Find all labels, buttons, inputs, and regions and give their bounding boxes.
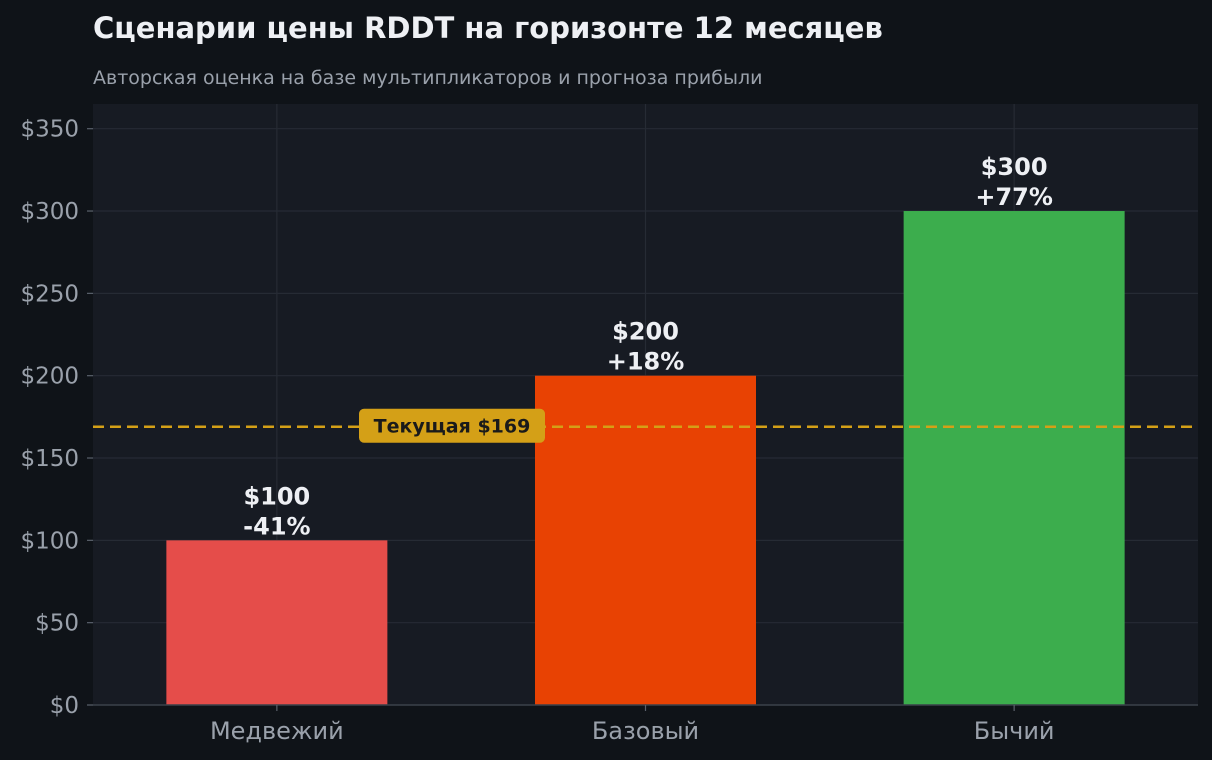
bar-change-label: -41%	[243, 512, 310, 540]
bars	[166, 211, 1125, 705]
bar-1	[166, 540, 388, 705]
y-tick-label: $100	[20, 528, 79, 554]
y-tick-label: $250	[20, 281, 79, 307]
x-tick-label: Базовый	[592, 717, 699, 745]
current-price-label: Текущая $169	[374, 416, 531, 438]
bar-value-label: $200	[612, 318, 679, 346]
bar-value-label: $100	[243, 482, 310, 510]
y-tick-label: $0	[50, 693, 79, 719]
bar-2	[535, 375, 756, 705]
y-axis: $0 $50 $100 $150 $200 $250 $300 $350	[20, 117, 93, 719]
chart-title: Сценарии цены RDDT на горизонте 12 месяц…	[93, 11, 883, 45]
x-tick-label: Медвежий	[210, 717, 344, 745]
chart-subtitle: Авторская оценка на базе мультипликаторо…	[93, 67, 762, 89]
x-tick-label: Бычий	[974, 717, 1055, 745]
current-price-badge	[359, 408, 545, 443]
bar-3	[903, 211, 1125, 705]
y-tick-label: $200	[20, 364, 79, 390]
bar-change-label: +77%	[975, 183, 1053, 211]
y-tick-label: $350	[20, 117, 79, 143]
bar-labels: $100-41% $200+18% $300+77%	[243, 153, 1053, 540]
x-axis: Медвежий Базовый Бычий	[93, 704, 1198, 745]
y-tick-label: $150	[20, 446, 79, 472]
y-tick-label: $300	[20, 199, 79, 225]
current-price-line: Текущая $169	[93, 408, 1198, 443]
bar-change-label: +18%	[607, 348, 685, 376]
y-tick-label: $50	[35, 611, 79, 637]
bar-value-label: $300	[981, 153, 1048, 181]
